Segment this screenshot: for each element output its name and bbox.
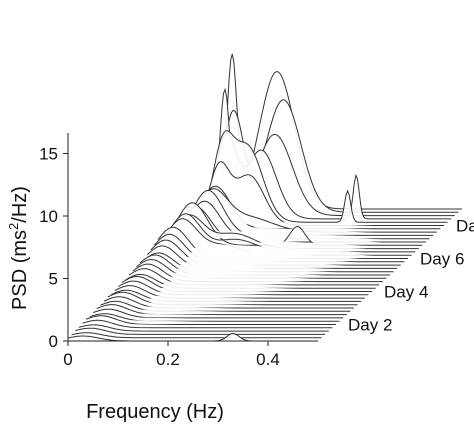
psd-trace [103,296,354,309]
psd-trace [75,327,326,335]
x-tick-label: 0.2 [156,350,180,369]
x-tick-label: 0.4 [256,350,280,369]
y-tick-label: 5 [49,270,58,289]
y-axis-ticks: 0 5 10 15 [39,145,68,351]
psd-trace [82,319,333,329]
psd-trace [78,324,329,332]
x-axis-ticks: 0 0.2 0.4 [63,341,280,369]
y-tick-label: 15 [39,145,58,164]
x-tick-label: 0 [63,350,72,369]
y-tick-label: 10 [39,207,58,226]
day-tick-label: Day 6 [420,250,464,269]
day-tick-label: Day 2 [348,316,392,335]
psd-trace [96,304,347,316]
day-tick-label: Day 8 [456,217,474,236]
x-axis-title: Frequency (Hz) [86,401,224,423]
psd-trace [71,332,322,339]
psd-traces [67,53,462,342]
y-tick-label: 0 [49,332,58,351]
psd-trace [85,315,336,325]
day-axis-ticks: Day 2 Day 4 Day 6 Day 8 [348,217,474,335]
axes: 0 5 10 15 0 0.2 0.4 Day 2 Day 4 Day 6 Day 8 [39,133,474,369]
psd-trace [93,308,344,319]
psd-trace [100,300,351,312]
day-tick-label: Day 4 [384,283,428,302]
y-axis-title: PSD (ms2/Hz) [6,186,31,310]
psd-trace [89,313,340,322]
